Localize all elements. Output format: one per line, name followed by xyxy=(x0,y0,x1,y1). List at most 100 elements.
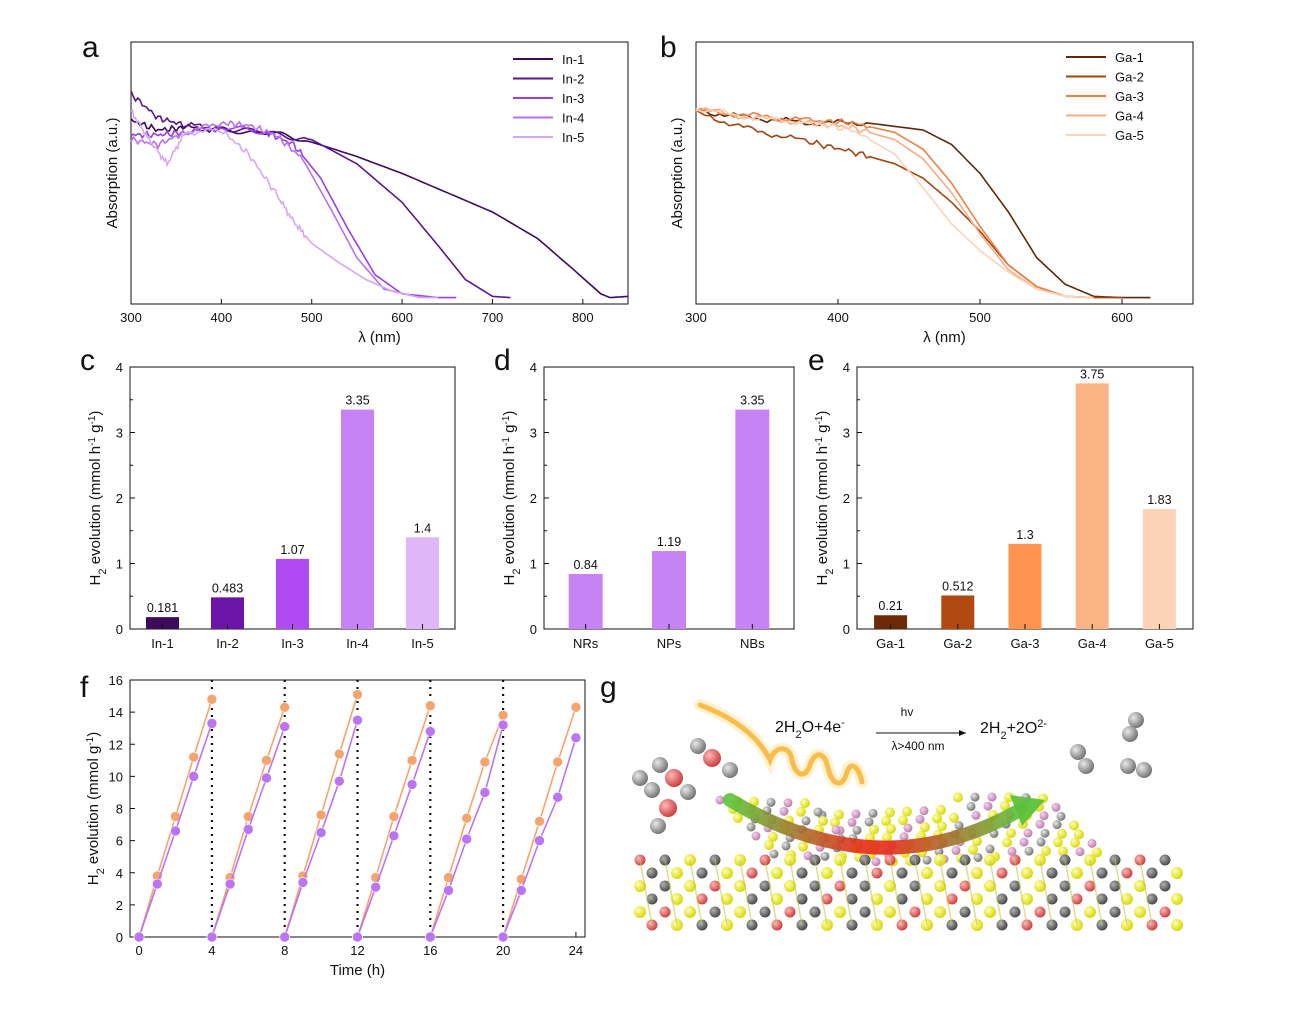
chart-a-legend-label: In-3 xyxy=(562,91,584,106)
lattice-atom xyxy=(1134,880,1146,892)
chart-f-series-line xyxy=(156,816,177,877)
lattice-atom xyxy=(801,816,811,826)
lattice-atom xyxy=(1024,846,1034,856)
lattice-atom xyxy=(847,817,857,827)
lattice-atom xyxy=(800,797,810,808)
chart-f-series-line xyxy=(393,784,413,837)
chart-f-point xyxy=(497,931,509,943)
chart-f-point xyxy=(552,756,564,768)
chart-f-series-line xyxy=(320,753,341,816)
light-wave-icon xyxy=(697,702,865,786)
chart-f-point xyxy=(297,877,309,888)
chart-f-point xyxy=(224,878,236,890)
lattice-atom xyxy=(1171,893,1183,905)
chart-e-xtick-label: Ga-5 xyxy=(1145,636,1174,651)
chart-f-point xyxy=(170,825,181,837)
chart-c-xtick-label: In-1 xyxy=(151,636,173,651)
lattice-atom xyxy=(996,867,1008,879)
chart-f-point xyxy=(152,878,163,890)
lattice-atom xyxy=(920,822,930,833)
lattice-atom xyxy=(1146,893,1158,905)
molecule-atom xyxy=(1122,726,1138,742)
chart-e-bar-label: 0.512 xyxy=(942,579,973,593)
chart-f-point xyxy=(388,830,400,842)
chart-b-xtick-label: 600 xyxy=(1111,310,1133,325)
lattice-atom xyxy=(671,867,683,879)
lattice-atom xyxy=(820,851,830,861)
lattice-atom xyxy=(959,906,971,918)
chart-d-bar-label: 3.35 xyxy=(740,394,764,408)
lattice-atom xyxy=(1041,846,1051,857)
lattice-atom xyxy=(821,867,833,879)
lattice-atom xyxy=(1052,820,1062,830)
chart-b-legend-label: Ga-5 xyxy=(1115,128,1144,143)
lattice-atom xyxy=(886,823,896,834)
chart-a-absorption-in: 300 400 500 600 700 800 λ (nm) Absorption (a.u.… xyxy=(104,41,629,346)
lattice-atom xyxy=(781,841,791,851)
lattice-atom xyxy=(922,855,932,865)
chart-f-point xyxy=(315,809,327,821)
lattice-atom xyxy=(784,906,796,918)
lattice-atom xyxy=(919,806,929,816)
chart-e-bar-label: 1.83 xyxy=(1147,493,1171,507)
chart-d-ylabel: H2 evolution (mmol h-1 g-1) xyxy=(501,411,524,586)
lattice-atom xyxy=(1096,893,1108,905)
lattice-atom xyxy=(1171,867,1183,879)
lattice-bond xyxy=(964,859,978,926)
lattice-atom xyxy=(709,906,721,918)
chart-b-ylabel: Absorption (a.u.) xyxy=(669,118,686,229)
molecule-atom xyxy=(680,784,696,800)
chart-a-series-In-1 xyxy=(130,118,629,299)
molecule-atom xyxy=(652,757,668,773)
chart-f-point xyxy=(279,702,291,713)
chart-b-absorption-ga: 300 400 500 600 λ (nm) Absorption (a.u.) Ga-1 G… xyxy=(669,41,1194,346)
chart-f-series-line xyxy=(411,705,432,761)
chart-b-legend-label: Ga-2 xyxy=(1115,70,1144,85)
lattice-atom xyxy=(734,880,746,892)
lattice-atom xyxy=(921,893,933,905)
chart-b-series-Ga-5 xyxy=(695,108,1094,299)
lattice-bond xyxy=(714,859,728,926)
lattice-bond xyxy=(1089,859,1103,926)
chart-f-point xyxy=(424,931,436,943)
reaction-reactant: 2H2O+4e- xyxy=(775,717,845,741)
lattice-atom xyxy=(809,880,821,892)
molecules-illustration xyxy=(632,712,1152,834)
chart-f-ytick-label: 10 xyxy=(109,769,123,784)
panel-letter-d: d xyxy=(494,344,511,377)
lattice-atom xyxy=(984,906,996,918)
chart-f-xtick-label: 8 xyxy=(281,943,288,958)
lattice-atom xyxy=(959,880,971,892)
chart-e-ylabel: H2 evolution (mmol h-1 g-1) xyxy=(814,411,837,586)
chart-f-series-line xyxy=(556,737,577,798)
chart-f-xtick-label: 16 xyxy=(423,943,437,958)
panel-letter-b: b xyxy=(660,31,677,64)
lattice-atom xyxy=(1009,880,1021,892)
lattice-atom xyxy=(746,893,758,905)
lattice-atom xyxy=(834,880,846,892)
chart-d-xtick-label: NBs xyxy=(740,636,765,651)
lattice-atom xyxy=(871,857,881,867)
lattice-atom xyxy=(896,893,908,905)
chart-f-point xyxy=(479,787,491,798)
lattice-atom xyxy=(684,906,696,918)
lattice-atom xyxy=(1084,906,1096,918)
chart-f-series-line xyxy=(374,816,395,878)
chart-f-series-line xyxy=(538,761,559,822)
lattice-atom xyxy=(646,893,658,905)
lattice-atom xyxy=(903,823,913,833)
chart-f-series-line xyxy=(429,890,450,938)
chart-f-point xyxy=(406,779,418,790)
chart-e-ytick-label: 4 xyxy=(843,360,850,375)
lattice-atom xyxy=(882,832,892,843)
chart-c-bar-label: 0.483 xyxy=(212,581,243,595)
scheme-illustration: 2H2O+4e- hv λ>400 nm 2H2+2O2- xyxy=(632,699,1183,931)
lattice-atom xyxy=(769,849,779,859)
lattice-atom xyxy=(1009,906,1021,918)
chart-e-bar-Ga-1 xyxy=(874,615,908,629)
lattice-atom xyxy=(851,809,861,819)
lattice-atom xyxy=(1000,801,1010,812)
chart-e-bar-Ga-2 xyxy=(941,595,975,629)
